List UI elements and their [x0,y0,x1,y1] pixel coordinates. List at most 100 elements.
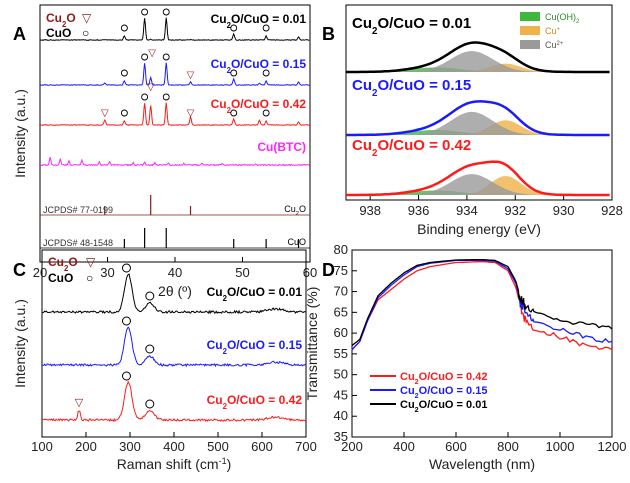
cu2o-marker: ▽ [75,397,84,409]
cuo-marker [145,291,155,301]
legend-label: Cu2+ [545,40,564,50]
legend-swatch [520,40,540,49]
legend-label: Cu2O [48,255,78,273]
x-tick-label: 400 [163,439,185,454]
cuo-marker [141,53,149,61]
cuo-marker [162,53,170,61]
legend-label: CuO [46,26,71,40]
panel-label: B [322,24,335,44]
cuo-marker [141,93,149,101]
cuo-marker [162,93,170,101]
y-tick-label: 75 [334,263,348,278]
x-axis-label: Raman shift (cm-1) [117,456,232,472]
xrd-series [40,102,310,126]
reference-phase: CuO [287,237,306,247]
x-axis-label: 2θ (º) [158,283,192,299]
series-label: Cu2O/CuO = 0.15 [352,77,471,99]
series-label: Cu2O/CuO = 0.42 [211,97,307,115]
legend-swatch [520,26,540,35]
x-tick-label: 200 [341,439,363,454]
cu2o-marker: ▽ [187,108,195,119]
raman-series [41,273,307,315]
legend-symbol: ▽ [86,255,96,269]
x-tick-label: 938 [359,203,381,218]
x-tick-label: 932 [504,203,526,218]
panel-label: C [13,260,26,280]
panel-d: D 200 400 600 800 1000 1200 35 40 45 50 55 60 65 70 75 8… [304,242,626,472]
cuo-marker [230,109,238,117]
x-axis-label: Wavelength (nm) [429,456,535,472]
cu2o-marker: ▽ [187,70,195,81]
cuo-marker [121,263,131,273]
cuoh2-area [346,130,612,135]
legend-label: Cu+ [545,26,561,36]
x-tick-label: 20 [33,265,47,280]
plot-frame [351,249,613,438]
y-tick-label: 70 [334,284,348,299]
xps-envelope [346,160,610,197]
panel-c: C 100 200 300 400 500 600 700 Raman shift (cm-1)… [12,249,317,472]
series-label: Cu2O/CuO = 0.42 [352,137,471,159]
x-tick-label: 100 [31,439,53,454]
reference-name: JCPDS# 77-0199 [43,205,113,215]
series-label: Cu2O/CuO = 0.01 [352,15,471,37]
transmittance-series [351,259,613,351]
legend-symbol: ○ [82,26,89,40]
y-axis-label: Transmittance (%) [304,287,320,401]
cuo-marker [120,24,128,32]
reference-phase: Cu2O [284,204,306,217]
y-tick-label: 45 [334,387,348,402]
y-tick-label: 35 [334,429,348,444]
x-tick-label: 936 [408,203,430,218]
cuo-marker [262,109,270,117]
x-tick-label: 928 [601,203,623,218]
xrd-series [39,157,310,167]
legend-label: Cu2O/CuO = 0.42 [400,371,487,386]
legend-label: CuO [48,271,73,285]
cuo-marker [145,344,155,354]
x-tick-label: 800 [497,439,519,454]
cuo-marker [120,109,128,117]
series-label: Cu2O/CuO = 0.01 [211,12,307,30]
legend-symbol: ○ [86,271,93,285]
y-tick-label: 55 [334,346,348,361]
cuoh2-area [346,67,612,72]
raman-series [41,380,307,423]
cu2o-marker: ▽ [148,48,156,59]
legend-label: Cu2O/CuO = 0.15 [400,385,487,400]
panel-label: D [322,260,335,280]
x-tick-label: 600 [251,439,273,454]
xrd-series [40,62,310,86]
cu2o-marker: ▽ [101,108,109,119]
cu2o-marker: ▽ [147,82,155,93]
series-label: Cu(BTC) [257,140,306,154]
x-tick-label: 934 [456,203,478,218]
series-label: Cu2O/CuO = 0.42 [207,393,303,411]
xps-envelope [346,41,610,74]
x-tick-label: 700 [295,439,317,454]
legend-swatch [520,12,540,21]
y-tick-label: 80 [334,242,348,257]
y-tick-label: 65 [334,304,348,319]
series-label: Cu2O/CuO = 0.15 [211,57,307,75]
cuo-marker [145,399,155,409]
reference-name: JCPDS# 48-1548 [43,238,113,248]
cu2-area [346,174,612,195]
x-tick-label: 1000 [546,439,575,454]
cuo-marker [162,8,170,16]
x-tick-label: 30 [100,265,114,280]
x-tick-label: 60 [303,265,317,280]
cu2-area [346,51,612,72]
series-label: Cu2O/CuO = 0.15 [207,338,303,356]
legend-symbol: ▽ [82,11,92,25]
legend-label: Cu2O [46,11,76,29]
xps-envelope [346,100,610,137]
panel-b: B 938 936 934 932 930 928 Binding energy (eV) Cu… [322,4,623,237]
cuo-marker [262,69,270,77]
cu2-area [346,111,612,135]
y-axis-label: Intensity (a.u.) [12,299,28,388]
cuo-marker [141,8,149,16]
y-axis-label: Intensity (a.u.) [12,89,28,178]
cuo-marker [121,371,131,381]
